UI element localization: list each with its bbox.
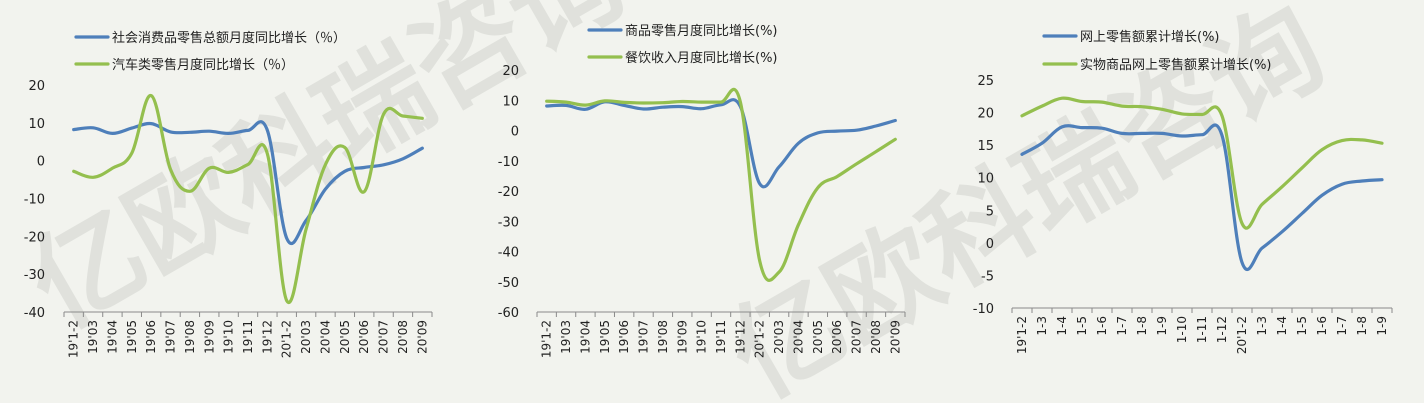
x-tick-label: 20'08 <box>396 320 410 354</box>
series-line-green <box>72 93 424 305</box>
y-tick-label: -40 <box>498 246 519 261</box>
x-tick-label: 1-9 <box>1375 316 1389 336</box>
x-tick-label: 1-3 <box>1255 316 1269 336</box>
x-tick-label: 1-9 <box>1155 316 1169 336</box>
y-tick-label: 10 <box>28 117 45 132</box>
series-line-blue <box>1020 123 1384 272</box>
y-tick-label: 0 <box>511 125 519 140</box>
chart-1: 20 10 0 -10 -20 -30 -40 19'1-2 19'03 19'04 19'05 19… <box>24 30 433 358</box>
x-tick-label: 19'1-2 <box>1015 316 1029 354</box>
series-line-green <box>545 87 897 283</box>
x-tick-label: 1-12 <box>1215 316 1229 343</box>
y-tick-label: -10 <box>24 193 45 208</box>
x-tick-label: 19'03 <box>86 320 100 354</box>
x-tick-label: 20'06 <box>357 320 371 354</box>
x-tick-label: 1-5 <box>1295 316 1309 336</box>
y-tick-label: -30 <box>24 268 45 283</box>
chart-2: 20 10 0 -10 -20 -30 -40 -50 -60 19'1-2 19'03 19'04 1… <box>498 23 906 358</box>
y-tick-label: -20 <box>498 185 519 200</box>
x-tick-label: 20'09 <box>888 320 902 354</box>
x-tick-label: 1-3 <box>1035 316 1049 336</box>
x-tick-label: 19'12 <box>733 320 747 354</box>
x-tick-label: 20'1-2 <box>753 320 767 358</box>
series-line-blue <box>72 120 424 246</box>
y-tick-label: -10 <box>498 155 519 170</box>
y-tick-label: 20 <box>502 64 519 79</box>
y-tick-label: 20 <box>28 79 45 94</box>
x-tick-label: 20'05 <box>811 320 825 354</box>
y-tick-label: 10 <box>977 172 994 187</box>
y-tick-label: 15 <box>977 139 994 154</box>
y-tick-label: -40 <box>24 306 45 321</box>
x-tick-label: 19'06 <box>617 320 631 354</box>
x-tick-label: 19'04 <box>578 320 592 354</box>
x-tick-label: 1-6 <box>1315 316 1329 336</box>
x-tick-label: 20'03 <box>772 320 786 354</box>
x-tick-label: 20'04 <box>791 320 805 354</box>
x-tick-label: 19'11 <box>714 320 728 354</box>
series-line-green <box>1020 96 1384 230</box>
x-tick-label: 19'05 <box>125 320 139 354</box>
x-tick-label: 19'12 <box>260 320 274 354</box>
x-tick-label: 19'10 <box>222 320 236 354</box>
legend-label: 汽车类零售月度同比增长（％） <box>112 57 294 73</box>
x-tick-label: 1-4 <box>1275 316 1289 336</box>
x-tick-label: 1-7 <box>1115 316 1129 336</box>
x-tick-label: 19'08 <box>656 320 670 354</box>
x-tick-label: 19'07 <box>164 320 178 354</box>
x-tick-label: 19'04 <box>105 320 119 354</box>
legend-label: 网上零售额累计增长(%) <box>1080 29 1220 45</box>
x-tick-label: 19'09 <box>202 320 216 354</box>
y-tick-label: 0 <box>986 237 994 252</box>
x-tick-label: 20'07 <box>850 320 864 354</box>
watermark-text: 亿欧科瑞咨询 <box>9 0 645 353</box>
x-tick-label: 20'06 <box>830 320 844 354</box>
legend-label: 餐饮收入月度同比增长(%) <box>625 50 778 66</box>
x-tick-label: 19'09 <box>675 320 689 354</box>
x-tick-label: 19'06 <box>144 320 158 354</box>
y-tick-label: -20 <box>24 230 45 245</box>
x-tick-label: 20'07 <box>377 320 391 354</box>
x-tick-label: 1-4 <box>1055 316 1069 336</box>
x-tick-label: 1-5 <box>1075 316 1089 336</box>
y-tick-label: -30 <box>498 215 519 230</box>
plots-layer: 20 10 0 -10 -20 -30 -40 19'1-2 19'03 19'04 19'05 19… <box>24 23 1393 358</box>
x-tick-label: 19'11 <box>241 320 255 354</box>
y-tick-label: -50 <box>498 276 519 291</box>
legend-label: 社会消费品零售总额月度同比增长（％） <box>112 30 346 46</box>
x-tick-label: 19'03 <box>559 320 573 354</box>
x-tick-label: 20'1-2 <box>280 320 294 358</box>
x-tick-label: 19'1-2 <box>67 320 81 358</box>
x-tick-label: 20'04 <box>318 320 332 354</box>
x-tick-label: 1-6 <box>1095 316 1109 336</box>
x-tick-label: 1-10 <box>1175 316 1189 343</box>
legend-label: 实物商品网上零售额累计增长(%) <box>1080 57 1272 73</box>
x-tick-label: 1-7 <box>1335 316 1349 336</box>
y-tick-label: 0 <box>37 155 45 170</box>
x-tick-label: 20'08 <box>869 320 883 354</box>
x-tick-label: 19'07 <box>637 320 651 354</box>
x-tick-label: 19'08 <box>183 320 197 354</box>
x-tick-label: 1-11 <box>1195 316 1209 343</box>
x-tick-label: 20'09 <box>415 320 429 354</box>
x-tick-label: 19'10 <box>695 320 709 354</box>
y-tick-label: 25 <box>977 74 994 89</box>
x-tick-label: 20'05 <box>338 320 352 354</box>
x-tick-label: 20'1-2 <box>1235 316 1249 354</box>
y-tick-label: 10 <box>502 94 519 109</box>
x-tick-label: 20'03 <box>299 320 313 354</box>
x-tick-label: 1-8 <box>1135 316 1149 336</box>
y-tick-label: -10 <box>973 302 994 317</box>
x-tick-label: 1-8 <box>1355 316 1369 336</box>
y-tick-label: 5 <box>986 204 994 219</box>
y-tick-label: -60 <box>498 306 519 321</box>
legend-label: 商品零售月度同比增长(%) <box>625 23 778 39</box>
chart-3: 25 20 15 10 5 0 -5 -10 19'1-2 1-3 1-4 1-5 1-6 1-7 1-8 1… <box>973 29 1393 354</box>
y-tick-label: 20 <box>977 107 994 122</box>
x-tick-label: 19'05 <box>598 320 612 354</box>
x-tick-label: 19'1-2 <box>540 320 554 358</box>
y-tick-label: -5 <box>981 269 994 284</box>
